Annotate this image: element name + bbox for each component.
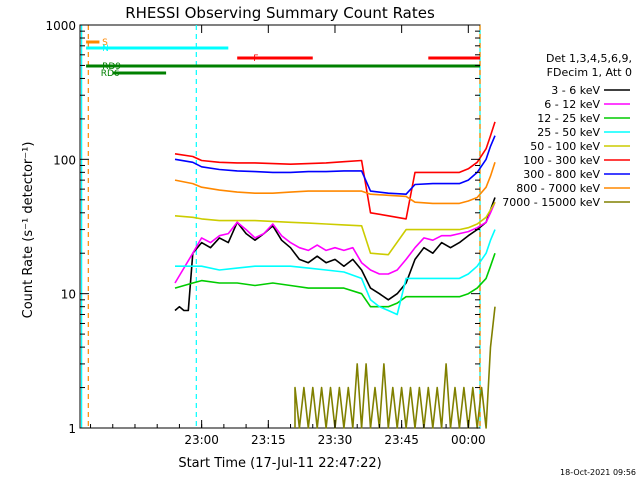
- y-tick-label-0: 1: [68, 422, 76, 436]
- series-line-2: [174, 252, 496, 308]
- legend-label-3: 25 - 50 keV: [537, 126, 600, 139]
- y-tick-label-1: 10: [61, 288, 76, 302]
- legend-label-4: 50 - 100 keV: [530, 140, 600, 153]
- status-flag-label-5: RD6: [101, 69, 120, 79]
- x-tick-label-4: 00:00: [451, 433, 486, 447]
- status-flag-label-0: S: [102, 38, 108, 48]
- series-line-8: [294, 306, 496, 429]
- x-axis-label: Start Time (17-Jul-11 22:47:22): [178, 456, 381, 471]
- legend-label-1: 6 - 12 keV: [544, 98, 600, 111]
- chart-title: RHESSI Observing Summary Count Rates: [125, 4, 435, 22]
- legend-label-2: 12 - 25 keV: [537, 112, 600, 125]
- series-line-0: [174, 197, 496, 312]
- legend-label-8: 7000 - 15000 keV: [502, 196, 600, 209]
- x-tick-label-1: 23:15: [251, 433, 286, 447]
- series-line-4: [174, 201, 496, 256]
- y-tick-label-3: 1000: [45, 19, 76, 33]
- series-line-3: [175, 229, 496, 316]
- axes: 23:00 23:15 23:30 23:45 00:00 1 10 100 1000: [45, 19, 485, 447]
- series-line-6: [174, 135, 496, 195]
- legend-header-0: Det 1,3,4,5,6,9,: [546, 52, 632, 65]
- timestamp: 18-Oct-2021 09:56: [560, 468, 636, 477]
- series-line-7: [174, 162, 496, 205]
- status-flag-label-4: RD9: [102, 62, 121, 72]
- plot-frame: [79, 24, 481, 429]
- y-tick-label-2: 100: [53, 153, 76, 167]
- status-flag-label-2: F: [253, 54, 258, 64]
- x-tick-label-0: 23:00: [184, 433, 219, 447]
- x-tick-label-2: 23:30: [318, 433, 353, 447]
- legend-label-7: 800 - 7000 keV: [516, 182, 600, 195]
- legend: Det 1,3,4,5,6,9,FDecim 1, Att 0 3 - 6 keV…: [502, 52, 632, 209]
- series-line-5: [174, 121, 496, 220]
- x-tick-label-3: 23:45: [384, 433, 419, 447]
- legend-header-1: FDecim 1, Att 0: [547, 66, 632, 79]
- series-line-1: [174, 201, 496, 284]
- plot-border: [79, 24, 481, 429]
- legend-label-0: 3 - 6 keV: [551, 84, 600, 97]
- series-group: [174, 121, 496, 429]
- status-flag-label-1: N: [102, 44, 109, 54]
- background-markers: [81, 25, 481, 428]
- legend-label-5: 100 - 300 keV: [523, 154, 600, 167]
- legend-label-6: 300 - 800 keV: [523, 168, 600, 181]
- y-axis-label: Count Rate (s⁻¹ detector⁻¹): [21, 142, 36, 319]
